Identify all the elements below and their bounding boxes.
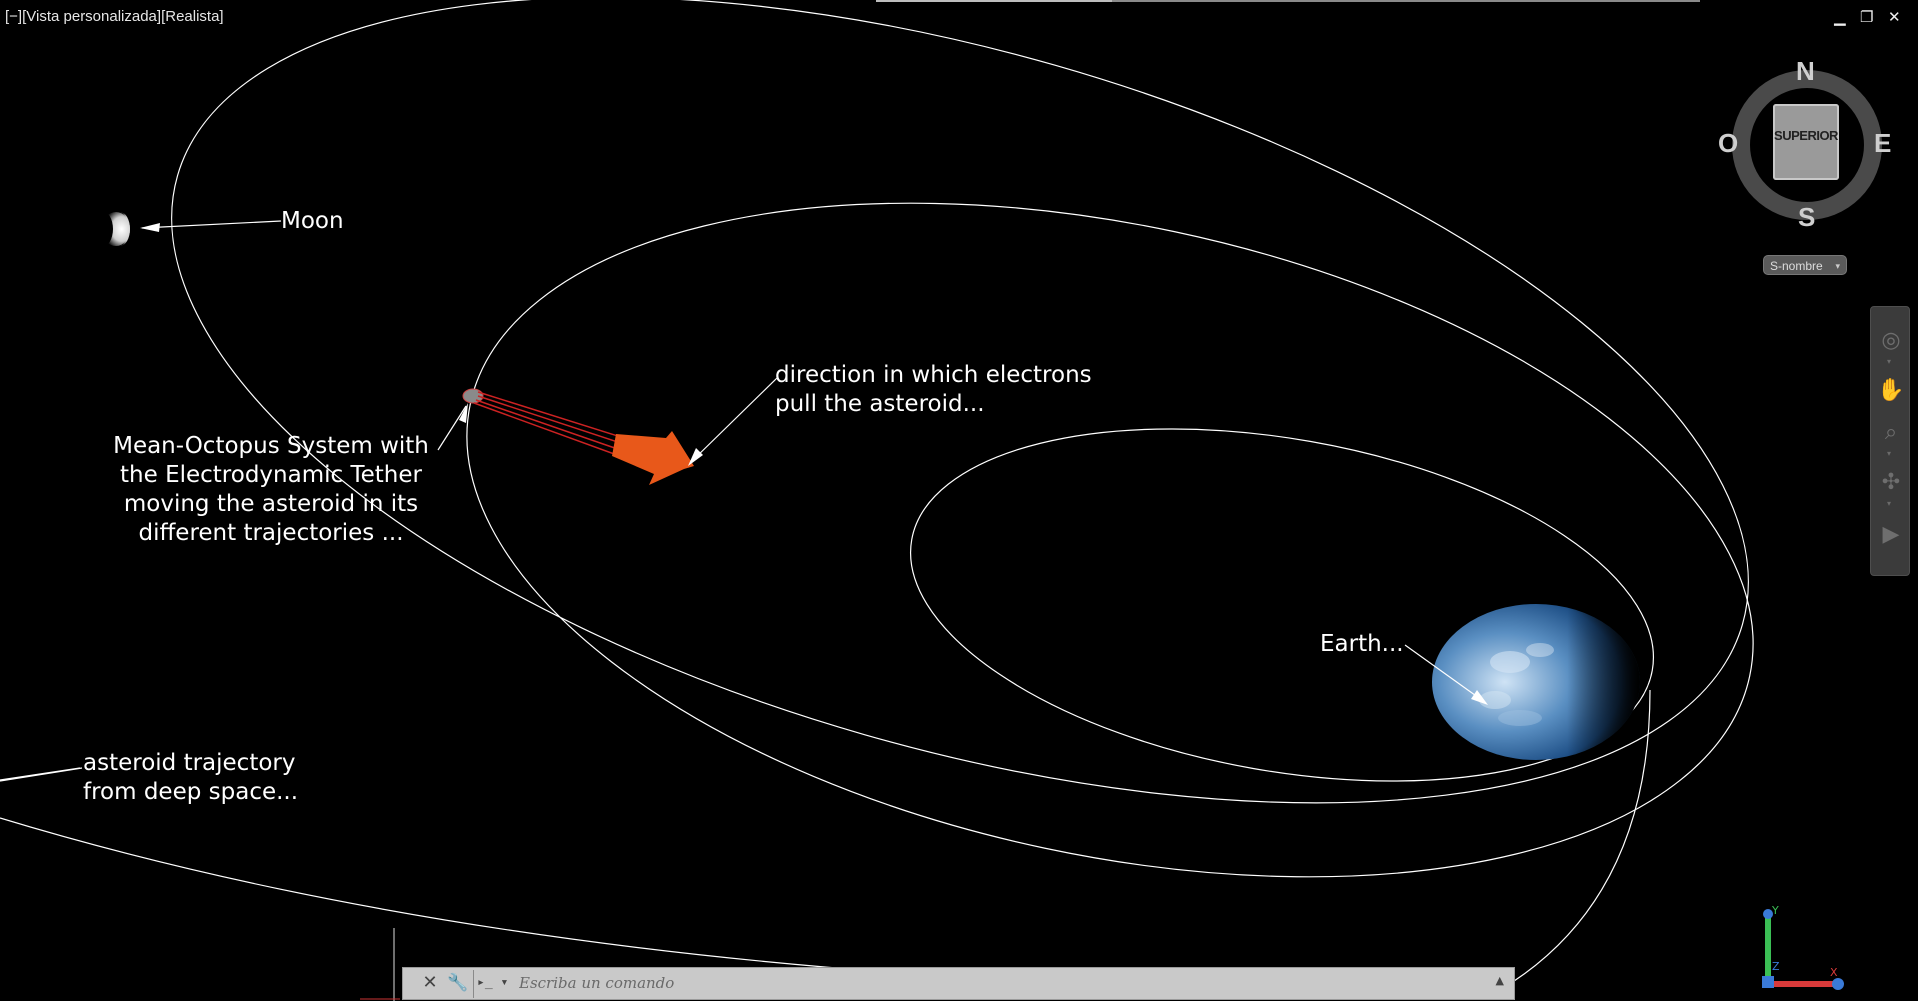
close-viewport-button[interactable]: ✕ (1888, 8, 1901, 26)
tether-label-line: different trajectories ... (138, 520, 404, 546)
wrench-icon[interactable]: 🔧 (447, 973, 469, 993)
command-line-divider (473, 970, 474, 998)
svg-text:Y: Y (1771, 904, 1779, 917)
direction-label-line: direction in which electrons (775, 362, 1092, 388)
viewcube-top-face[interactable]: SUPERIOR (1773, 104, 1839, 180)
command-line[interactable]: ✕ 🔧 ▸_ ▾ ▲ (402, 967, 1515, 1000)
orbit-middle (466, 202, 1754, 878)
navigation-bar[interactable]: ◎ ▾ ✋ ⌕ ▾ ✣ ▾ ▶ (1870, 306, 1910, 576)
asteroid-trajectory-path-lower (0, 689, 1651, 992)
steering-wheel-icon[interactable]: ◎ (1881, 328, 1901, 353)
tether-label-line: Mean-Octopus System with (113, 433, 429, 459)
tether-system-label: Mean-Octopus System with the Electrodyna… (100, 432, 442, 548)
direction-leader-line (689, 377, 778, 464)
chevron-up-icon[interactable]: ▲ (1495, 974, 1504, 987)
pan-hand-icon[interactable]: ✋ (1877, 378, 1905, 403)
moon-label: Moon (281, 208, 344, 234)
asteroid-trajectory-label: asteroid trajectory from deep space... (83, 749, 298, 807)
wcs-menu[interactable]: S-nombre ▾ (1763, 255, 1847, 275)
minimize-viewport-button[interactable]: ▁ (1834, 8, 1846, 26)
chevron-down-icon[interactable]: ▾ (1887, 499, 1892, 508)
direction-leader-arrowhead (688, 448, 703, 466)
chevron-down-icon: ▾ (1835, 261, 1840, 271)
showmotion-icon[interactable]: ▶ (1882, 522, 1900, 547)
orbit-icon[interactable]: ✣ (1881, 470, 1901, 495)
tether-leader-arrowhead (459, 403, 468, 423)
direction-label-line: pull the asteroid... (775, 391, 985, 417)
earth-icon (1432, 604, 1640, 760)
close-icon[interactable]: ✕ (422, 972, 438, 993)
moon-leader-line (141, 220, 282, 229)
compass-east[interactable]: E (1874, 128, 1892, 158)
viewport-controls-label[interactable]: [−][Vista personalizada][Realista] (5, 8, 224, 25)
moon-leader-arrowhead (140, 223, 160, 232)
restore-viewport-button[interactable]: ❐ (1860, 8, 1874, 26)
command-prompt-icon[interactable]: ▸_ ▾ (477, 975, 509, 990)
earth-leader-arrowhead (1471, 690, 1488, 705)
earth-leader-line (1404, 644, 1487, 704)
compass-south[interactable]: S (1798, 202, 1816, 232)
tether-label-line: the Electrodynamic Tether (120, 462, 422, 488)
electron-direction-label: direction in which electrons pull the as… (775, 361, 1092, 419)
moon-icon (91, 211, 130, 247)
direction-arrow (612, 431, 694, 485)
chevron-down-icon[interactable]: ▾ (1887, 449, 1892, 458)
viewport-top-border (876, 0, 1112, 2)
viewcube[interactable]: SUPERIOR N S E O (1718, 56, 1892, 232)
asteroid-trajectory-leader (0, 767, 83, 782)
svg-text:Z: Z (1772, 960, 1780, 973)
zoom-icon[interactable]: ⌕ (1884, 420, 1898, 445)
compass-west[interactable]: O (1718, 128, 1739, 158)
asteroid-label-line: from deep space... (83, 779, 299, 805)
tether-leader-line (437, 405, 467, 451)
viewport-top-border (1112, 0, 1700, 2)
orbit-outer (171, 0, 1749, 804)
wcs-menu-label: S-nombre (1770, 259, 1823, 273)
chevron-down-icon[interactable]: ▾ (1887, 357, 1892, 366)
tether-label-line: moving the asteroid in its (123, 491, 419, 517)
command-input[interactable] (519, 971, 1449, 995)
svg-text:X: X (1830, 966, 1838, 979)
ucs-icon: Y X Z (1762, 904, 1844, 990)
orbit-inner (909, 428, 1655, 782)
earth-label: Earth... (1320, 631, 1404, 657)
asteroid-label-line: asteroid trajectory (83, 750, 296, 776)
viewcube-top-label: SUPERIOR (1774, 128, 1838, 143)
tether-lines (473, 391, 641, 460)
compass-north[interactable]: N (1796, 56, 1815, 86)
